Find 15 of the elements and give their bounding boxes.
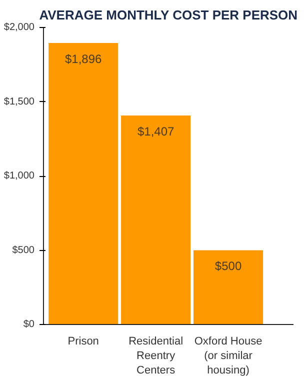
x-tick-label: Oxford House (or similar housing) <box>194 336 262 376</box>
x-tick-label: Prison <box>68 336 99 348</box>
data-label: $1,896 <box>65 52 102 66</box>
bar <box>194 250 264 324</box>
y-tick-label: $2,000 <box>4 22 35 33</box>
y-tick-label: $1,000 <box>4 170 35 182</box>
y-tick-label: $1,500 <box>4 96 35 108</box>
x-tick-label: Residential Reentry Centers <box>128 336 184 376</box>
bar <box>48 42 118 324</box>
y-tick-label: $500 <box>12 244 35 256</box>
data-label: $1,407 <box>137 124 174 138</box>
chart-title: AVERAGE MONTHLY COST PER PERSON <box>39 8 298 22</box>
bar <box>121 116 191 324</box>
data-label: $500 <box>214 259 242 274</box>
y-tick-label: $0 <box>23 319 35 330</box>
